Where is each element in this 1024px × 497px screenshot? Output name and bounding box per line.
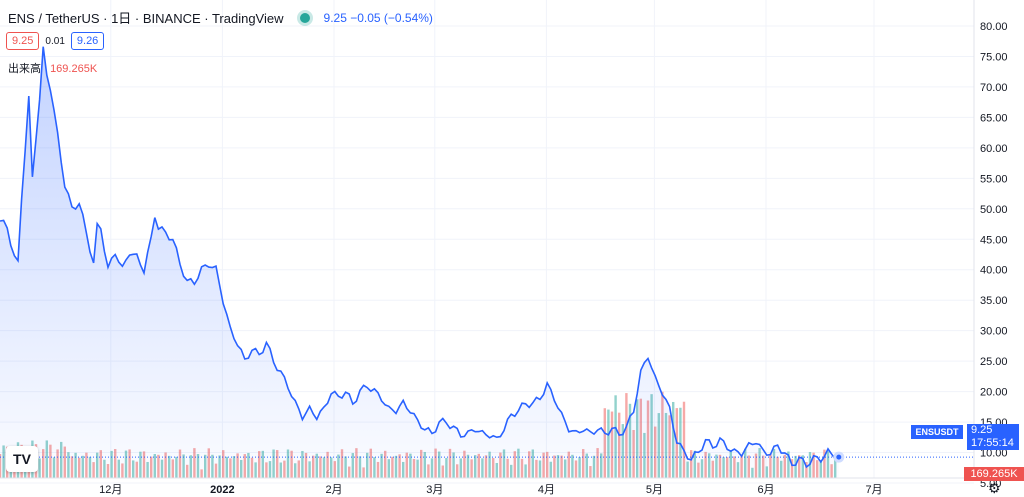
current-price-dot bbox=[833, 451, 845, 463]
price-tick-label: 70.00 bbox=[980, 82, 1008, 94]
price-axis[interactable]: 80.00 75.00 70.00 65.00 60.00 55.00 50.00 45.00… bbox=[980, 21, 1008, 490]
gear-icon[interactable]: ⚙ bbox=[988, 480, 1001, 496]
price-area bbox=[0, 46, 839, 478]
price-change: 9.25 −0.05 (−0.54%) bbox=[323, 10, 433, 25]
current-price-value: 9.25 bbox=[971, 424, 993, 436]
time-tick-label: 2月 bbox=[325, 484, 342, 496]
price-tick-label: 30.00 bbox=[980, 326, 1008, 338]
tradingview-logo-icon[interactable]: TV bbox=[6, 446, 38, 472]
buy-price-button[interactable]: 9.26 bbox=[70, 32, 105, 50]
time-axis[interactable]: 12月 2022 2月 3月 4月 5月 6月 7月 bbox=[99, 484, 882, 496]
time-tick-label: 3月 bbox=[426, 484, 443, 496]
symbol-price-tag: ENSUSDT bbox=[911, 425, 963, 439]
price-line bbox=[0, 46, 840, 469]
current-price-tag: 9.25 17:55:14 bbox=[967, 424, 1019, 450]
price-tick-label: 55.00 bbox=[980, 173, 1008, 185]
time-tick-label: 12月 bbox=[99, 484, 122, 496]
bar-countdown: 17:55:14 bbox=[971, 437, 1014, 449]
time-tick-label: 5月 bbox=[646, 484, 663, 496]
time-tick-label: 7月 bbox=[865, 484, 882, 496]
volume-tag: 169.265K bbox=[964, 467, 1024, 481]
spread-value: 0.01 bbox=[45, 35, 65, 47]
price-tick-label: 45.00 bbox=[980, 234, 1008, 246]
price-tick-label: 65.00 bbox=[980, 112, 1008, 124]
price-tick-label: 50.00 bbox=[980, 204, 1008, 216]
price-tick-label: 80.00 bbox=[980, 21, 1008, 33]
time-tick-label: 6月 bbox=[757, 484, 774, 496]
bid-ask-panel: 9.25 0.01 9.26 bbox=[6, 32, 105, 50]
price-tick-label: 40.00 bbox=[980, 265, 1008, 277]
volume-bar bbox=[679, 407, 682, 478]
volume-bar bbox=[682, 401, 686, 478]
price-tick-label: 75.00 bbox=[980, 51, 1008, 63]
price-tick-label: 5.00 bbox=[980, 478, 1001, 490]
time-tick-label: 4月 bbox=[538, 484, 555, 496]
chart-header: ENS / TetherUS · 1日 · BINANCE · TradingV… bbox=[8, 8, 433, 27]
price-tick-label: 35.00 bbox=[980, 295, 1008, 307]
time-tick-label: 2022 bbox=[210, 484, 234, 496]
price-tick-label: 60.00 bbox=[980, 143, 1008, 155]
price-tick-label: 25.00 bbox=[980, 356, 1008, 368]
sell-price-button[interactable]: 9.25 bbox=[6, 32, 40, 50]
volume-label: 出来高 bbox=[8, 63, 41, 75]
price-tick-label: 10.00 bbox=[980, 448, 1008, 460]
market-status-icon bbox=[299, 12, 310, 23]
symbol-title[interactable]: ENS / TetherUS · 1日 · BINANCE · TradingV… bbox=[8, 11, 284, 26]
price-tick-label: 20.00 bbox=[980, 387, 1008, 399]
volume-value: 169.265K bbox=[50, 63, 98, 75]
volume-legend: 出来高 169.265K bbox=[8, 60, 97, 76]
